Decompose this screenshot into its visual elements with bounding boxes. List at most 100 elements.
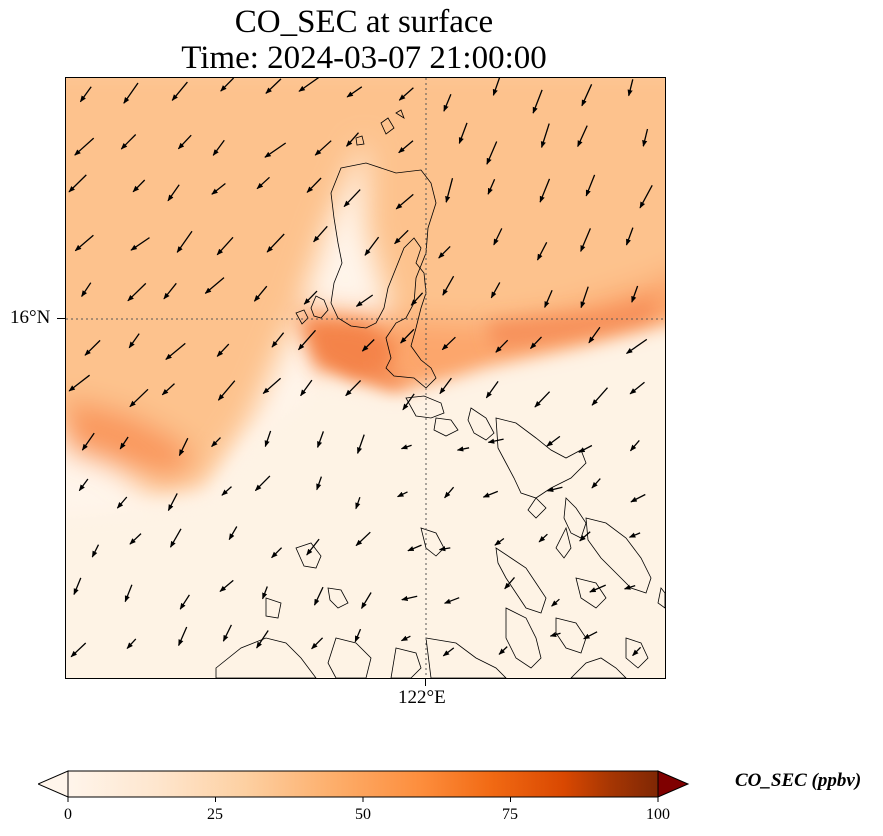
colorbar-min-extend (38, 770, 69, 798)
colorbar (38, 770, 690, 802)
wind-arrow (264, 430, 272, 448)
map-canvas (66, 78, 665, 678)
wind-arrow (400, 328, 415, 344)
wind-arrow (639, 184, 653, 209)
wind-arrow (264, 142, 287, 158)
wind-arrow (355, 531, 371, 547)
wind-arrow (179, 594, 190, 610)
wind-arrow (165, 342, 186, 361)
wind-arrow (628, 532, 641, 538)
wind-arrow (68, 174, 87, 193)
wind-arrow (482, 490, 499, 498)
colorbar-max-extend (657, 770, 690, 798)
wind-arrow (300, 379, 313, 397)
wind-arrow (438, 245, 451, 259)
colorbar-gradient (67, 770, 659, 798)
wind-arrow (316, 476, 323, 491)
wind-arrow (498, 646, 508, 655)
wind-arrow (211, 437, 221, 448)
co-sec-hotspots (301, 293, 656, 393)
wind-arrow (400, 444, 412, 450)
wind-arrow (261, 586, 268, 600)
wind-arrow (538, 533, 548, 543)
wind-vectors (68, 78, 653, 658)
wind-arrow (410, 292, 424, 306)
wind-arrow (176, 230, 193, 253)
wind-arrow (630, 439, 640, 452)
wind-arrow (228, 526, 238, 541)
wind-arrow (217, 380, 236, 401)
wind-arrow (360, 592, 372, 609)
wind-arrow (546, 486, 563, 493)
lon-tickmark (425, 678, 426, 686)
colorbar-tick-25: 25 (207, 806, 223, 823)
wind-arrow (126, 638, 137, 649)
wind-arrow (583, 631, 598, 640)
wind-arrow (398, 87, 414, 101)
wind-arrow (81, 282, 92, 298)
wind-arrow (487, 179, 496, 195)
colorbar-tick-100: 100 (646, 806, 670, 823)
wind-arrow (314, 140, 332, 156)
wind-arrow (354, 628, 362, 643)
wind-arrow (540, 123, 550, 149)
wind-arrow (169, 528, 182, 548)
wind-arrow (629, 381, 645, 395)
map-panel (65, 77, 666, 679)
wind-arrow (530, 336, 542, 349)
wind-arrow (504, 576, 515, 590)
wind-arrow (625, 227, 634, 246)
wind-arrow (74, 137, 95, 156)
wind-arrow (73, 577, 82, 596)
wind-arrow (204, 277, 225, 294)
wind-arrow (84, 339, 101, 356)
wind-arrow (265, 78, 282, 94)
wind-arrow (222, 624, 232, 642)
wind-arrow (442, 647, 455, 657)
gridlines (66, 78, 665, 678)
wind-arrow (253, 285, 268, 302)
wind-arrow (355, 496, 361, 510)
wind-arrow (458, 122, 468, 145)
wind-arrow (116, 496, 128, 509)
wind-arrow (397, 491, 408, 498)
wind-arrow (316, 431, 325, 449)
wind-arrow (402, 393, 415, 411)
colorbar-tick-0: 0 (64, 806, 72, 823)
map-title: CO_SEC at surface (234, 4, 494, 40)
lon-tick-label: 122°E (398, 687, 446, 708)
wind-arrow (398, 140, 414, 154)
wind-arrow (439, 377, 452, 395)
wind-arrow (74, 234, 94, 252)
wind-arrow (539, 178, 551, 203)
wind-arrow (534, 391, 551, 408)
wind-arrow (580, 228, 591, 252)
wind-arrow (591, 387, 608, 406)
wind-arrow (262, 377, 282, 394)
wind-arrow (486, 141, 498, 165)
wind-arrow (124, 584, 133, 603)
wind-arrow (577, 125, 588, 148)
wind-arrow (306, 538, 320, 556)
wind-arrow (532, 89, 543, 114)
wind-arrow (490, 282, 501, 299)
wind-arrow (579, 531, 591, 542)
wind-arrow (256, 176, 270, 190)
wind-arrow (441, 336, 456, 351)
wind-arrow (163, 282, 177, 300)
wind-arrow (221, 486, 232, 496)
wind-arrow (266, 233, 285, 253)
wind-arrow (271, 332, 285, 348)
wind-arrow (544, 289, 553, 308)
wind-arrow (128, 333, 140, 349)
wind-arrow (627, 79, 634, 97)
wind-arrow (536, 242, 548, 261)
wind-arrow (445, 178, 454, 203)
wind-arrow (119, 436, 129, 450)
wind-arrow (120, 134, 137, 150)
wind-arrow (298, 329, 316, 351)
wind-arrow (91, 544, 100, 558)
wind-arrow (178, 626, 188, 647)
wind-arrow (642, 128, 649, 147)
wind-arrow (298, 78, 320, 92)
